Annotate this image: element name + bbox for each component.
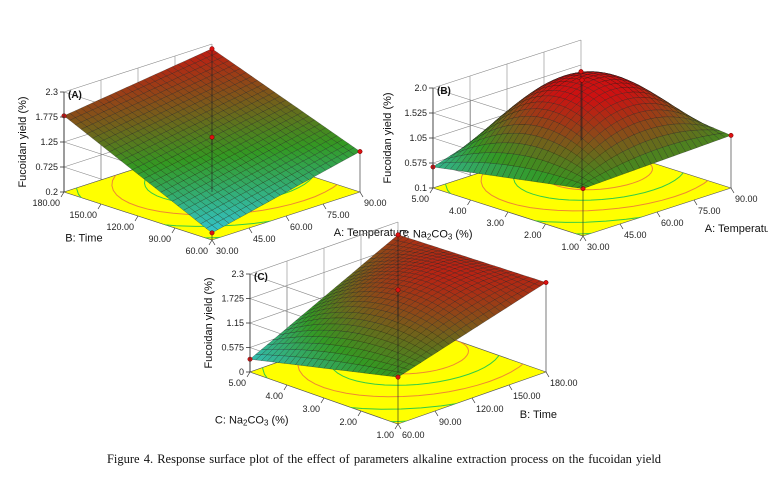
y-tick-label: 4.00 <box>449 206 467 216</box>
y-tick-label: 1.00 <box>561 242 579 252</box>
x-tick-label: 90.00 <box>735 194 758 204</box>
z-tick-label: 0 <box>239 367 244 377</box>
x-tick-label: 150.00 <box>513 391 541 401</box>
x-tick-label: 180.00 <box>550 378 578 388</box>
y-axis-label: B: Time <box>65 233 102 245</box>
z-tick-label: 2.3 <box>45 87 58 97</box>
y-tick-label: 2.00 <box>524 230 542 240</box>
surface-plot-a: 0.2 0.725 1.25 1.775 2.3 Fucoidan yield (%) (A… <box>17 43 409 256</box>
z-axis: 0 0.575 1.15 1.725 2.3 Fucoidan yield (%) <box>203 269 251 377</box>
response-surface <box>432 71 732 189</box>
y-tick-label: 2.00 <box>339 417 357 427</box>
x-tick-label: 75.00 <box>698 206 721 216</box>
y-tick-label: 90.00 <box>148 234 171 244</box>
x-tick-label: 90.00 <box>364 198 387 208</box>
x-tick-label: 45.00 <box>624 230 647 240</box>
x-axis-label: A: Temperature <box>705 223 768 235</box>
y-tick-label: 150.00 <box>69 210 97 220</box>
x-axis: 60.00 90.00 120.00 150.00 180.00 B: Time <box>397 371 578 440</box>
x-tick-label: 90.00 <box>439 417 462 427</box>
z-tick-label: 0.575 <box>404 158 427 168</box>
panel-label: (A) <box>68 90 82 101</box>
x-axis: 30.00 45.00 60.00 75.00 90.00 A: Temperature <box>211 191 409 256</box>
panel-label: (B) <box>437 86 451 97</box>
z-axis-label: Fucoidan yield (%) <box>382 92 394 183</box>
z-tick-label: 0.575 <box>221 343 244 353</box>
panel-label: (C) <box>254 272 268 283</box>
z-tick-label: 1.05 <box>409 133 427 143</box>
z-tick-label: 2.0 <box>414 83 427 93</box>
z-tick-label: 1.775 <box>35 112 58 122</box>
y-tick-label: 5.00 <box>228 378 246 388</box>
y-tick-label: 3.00 <box>486 218 504 228</box>
z-axis-label: Fucoidan yield (%) <box>203 277 215 368</box>
z-tick-label: 0.1 <box>414 183 427 193</box>
z-tick-label: 2.3 <box>231 269 244 279</box>
z-axis-label: Fucoidan yield (%) <box>17 96 29 187</box>
x-tick-label: 60.00 <box>661 218 684 228</box>
z-tick-label: 0.2 <box>45 187 58 197</box>
surface-plot-c: 0 0.575 1.15 1.725 2.3 Fucoidan yield (%) (C) 6… <box>203 221 578 440</box>
z-tick-label: 1.25 <box>40 137 58 147</box>
y-tick-label: 120.00 <box>106 222 134 232</box>
z-tick-label: 1.525 <box>404 108 427 118</box>
response-surface <box>63 48 361 234</box>
surface-plot-b: 0.1 0.575 1.05 1.525 2.0 Fucoidan yield (%) (B… <box>382 39 768 252</box>
x-tick-label: 120.00 <box>476 404 504 414</box>
y-axis: 1.00 2.00 3.00 4.00 5.00 C: Na2CO3 (%) <box>215 371 399 440</box>
y-tick-label: 60.00 <box>185 246 208 256</box>
x-axis: 30.00 45.00 60.00 75.00 90.00 A: Temperature <box>582 187 768 252</box>
figure-caption: Figure 4. Response surface plot of the e… <box>106 452 662 466</box>
x-axis-label: B: Time <box>520 409 557 421</box>
x-tick-label: 45.00 <box>253 234 276 244</box>
y-tick-label: 4.00 <box>265 391 283 401</box>
response-surface <box>249 234 547 378</box>
y-tick-label: 3.00 <box>302 404 320 414</box>
x-tick-label: 60.00 <box>402 430 425 440</box>
y-tick-label: 1.00 <box>376 430 394 440</box>
y-tick-label: 5.00 <box>411 194 429 204</box>
y-axis-label: C: Na2CO3 (%) <box>215 414 289 427</box>
z-tick-label: 1.725 <box>221 294 244 304</box>
z-tick-label: 0.725 <box>35 162 58 172</box>
x-tick-label: 30.00 <box>587 242 610 252</box>
x-axis-label: A: Temperature <box>334 227 409 239</box>
z-axis: 0.2 0.725 1.25 1.775 2.3 Fucoidan yield (%) <box>17 87 65 197</box>
y-axis: 60.00 90.00 120.00 150.00 180.00 B: Time <box>32 191 213 256</box>
x-tick-label: 60.00 <box>290 222 313 232</box>
x-tick-label: 75.00 <box>327 210 350 220</box>
z-axis: 0.1 0.575 1.05 1.525 2.0 Fucoidan yield (%) <box>382 83 434 193</box>
y-tick-label: 180.00 <box>32 198 60 208</box>
x-tick-label: 30.00 <box>216 246 239 256</box>
z-tick-label: 1.15 <box>226 318 244 328</box>
